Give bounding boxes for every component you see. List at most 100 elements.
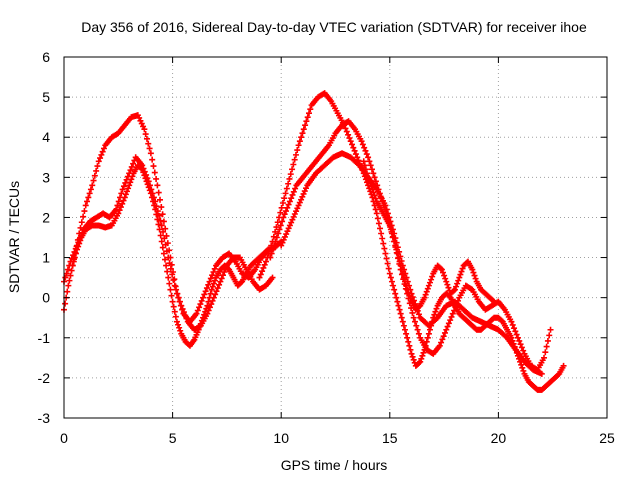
data-point [441, 329, 448, 336]
data-point [450, 287, 457, 294]
data-point [397, 262, 404, 269]
data-point [203, 285, 210, 292]
data-point [289, 166, 296, 173]
axis-ticks: -3 -2 -1 0 1 2 3 4 5 6 0 5 10 15 20 25 [38, 49, 615, 446]
data-point [512, 328, 519, 335]
data-point [286, 175, 293, 182]
data-point [171, 276, 178, 283]
series-arc-1 [61, 162, 285, 349]
data-point [374, 215, 381, 222]
data-point [163, 232, 170, 239]
data-point [161, 256, 168, 263]
data-point [347, 138, 354, 145]
data-point [209, 272, 216, 279]
data-point [406, 292, 413, 299]
data-point [369, 186, 376, 193]
data-point [304, 114, 311, 121]
data-point [455, 277, 462, 284]
data-point [281, 211, 288, 218]
data-point [278, 204, 285, 211]
data-point [393, 294, 400, 301]
data-point [354, 154, 361, 161]
data-point [176, 324, 183, 331]
data-point [387, 274, 394, 281]
data-point [498, 317, 505, 324]
data-point [432, 308, 439, 315]
data-point [65, 282, 72, 289]
data-point [400, 274, 407, 281]
data-point [438, 339, 445, 346]
data-point [153, 175, 160, 182]
data-point [160, 218, 167, 225]
data-point [140, 165, 147, 172]
data-point [167, 265, 174, 272]
data-point [68, 267, 75, 274]
data-point [372, 195, 379, 202]
data-point [206, 304, 213, 311]
data-point [279, 200, 286, 207]
data-point [142, 131, 149, 138]
data-point [346, 135, 353, 142]
data-point [542, 349, 549, 356]
data-point [125, 185, 132, 192]
x-tick-label: 0 [60, 430, 68, 446]
data-point [74, 236, 81, 243]
data-point [145, 178, 152, 185]
data-point [170, 303, 177, 310]
data-point [409, 353, 416, 360]
data-point [143, 171, 150, 178]
y-tick-label: 4 [42, 129, 50, 145]
data-point [205, 281, 212, 288]
data-point [145, 140, 152, 147]
x-tick-label: 25 [599, 430, 615, 446]
data-point [352, 151, 359, 158]
data-point [351, 147, 358, 154]
data-point [457, 271, 464, 278]
data-point [256, 274, 263, 281]
data-point [382, 250, 389, 257]
data-point [160, 250, 167, 257]
data-point [214, 285, 221, 292]
data-point [119, 200, 126, 207]
data-point [408, 350, 415, 357]
data-point [287, 171, 294, 178]
data-point [208, 301, 215, 308]
data-point [368, 166, 375, 173]
data-point [451, 307, 458, 314]
data-point [390, 234, 397, 241]
data-point [403, 282, 410, 289]
data-point [404, 334, 411, 341]
data-point [299, 130, 306, 137]
data-point [157, 232, 164, 239]
data-point [407, 295, 414, 302]
data-point [454, 280, 461, 287]
data-point [383, 255, 390, 262]
data-point [85, 194, 92, 201]
data-point [238, 279, 245, 286]
data-point [144, 175, 151, 182]
y-tick-label: -2 [38, 370, 51, 386]
data-point [441, 272, 448, 279]
data-point [207, 290, 214, 297]
data-point [262, 258, 269, 265]
y-tick-label: -3 [38, 410, 51, 426]
data-point [260, 264, 267, 271]
data-point [82, 202, 89, 209]
data-point [391, 238, 398, 245]
data-point [392, 242, 399, 249]
y-tick-label: 5 [42, 89, 50, 105]
data-point [422, 291, 429, 298]
data-point [209, 297, 216, 304]
data-point [349, 141, 356, 148]
data-point [163, 262, 170, 269]
data-point [267, 254, 274, 261]
data-point [126, 182, 133, 189]
data-point [282, 190, 289, 197]
data-point [122, 191, 129, 198]
data-point [158, 238, 165, 245]
data-point [218, 275, 225, 282]
data-point [555, 371, 562, 378]
data-point [541, 354, 548, 361]
data-point [446, 293, 453, 300]
